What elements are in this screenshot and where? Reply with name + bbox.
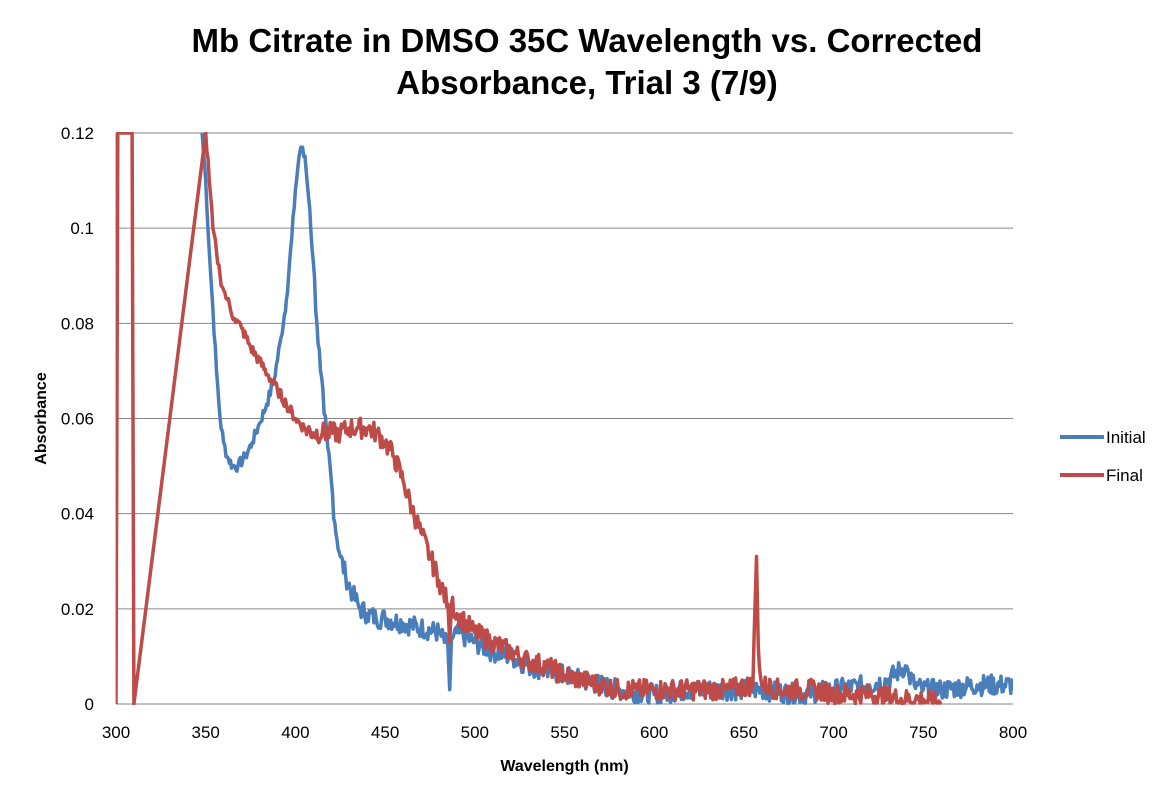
y-tick-label: 0.04: [61, 505, 94, 524]
x-tick-label: 700: [819, 723, 847, 742]
chart-title-line-1: Mb Citrate in DMSO 35C Wavelength vs. Co…: [191, 22, 983, 59]
legend: Initial Final: [1060, 428, 1146, 485]
x-tick-label: 400: [281, 723, 309, 742]
x-tick-label: 750: [909, 723, 937, 742]
y-axis-label: Absorbance: [33, 372, 50, 465]
x-tick-label: 350: [192, 723, 220, 742]
x-tick-label: 600: [640, 723, 668, 742]
y-tick-label: 0.12: [61, 124, 94, 143]
x-tick-label: 800: [999, 723, 1027, 742]
y-tick-label: 0.08: [61, 314, 94, 333]
x-tick-label: 500: [461, 723, 489, 742]
chart-title-line-2: Absorbance, Trial 3 (7/9): [396, 64, 778, 101]
x-tick-label: 300: [102, 723, 130, 742]
x-tick-label: 550: [550, 723, 578, 742]
x-axis-label: Wavelength (nm): [500, 758, 628, 775]
y-tick-label: 0: [85, 695, 94, 714]
legend-label-final: Final: [1106, 466, 1143, 485]
series-line-final: [116, 132, 943, 705]
tick-labels: 0 0.02 0.04 0.06 0.08 0.1 0.12 300 350 400 450 500 5…: [61, 124, 1027, 742]
y-tick-label: 0.06: [61, 410, 94, 429]
x-tick-label: 450: [371, 723, 399, 742]
y-tick-label: 0.02: [61, 600, 94, 619]
legend-label-initial: Initial: [1106, 428, 1146, 447]
gridlines: [116, 132, 1013, 610]
y-tick-label: 0.1: [70, 219, 94, 238]
x-tick-label: 650: [730, 723, 758, 742]
chart-title: Mb Citrate in DMSO 35C Wavelength vs. Co…: [0, 20, 1174, 104]
series-lines: [116, 132, 1013, 705]
